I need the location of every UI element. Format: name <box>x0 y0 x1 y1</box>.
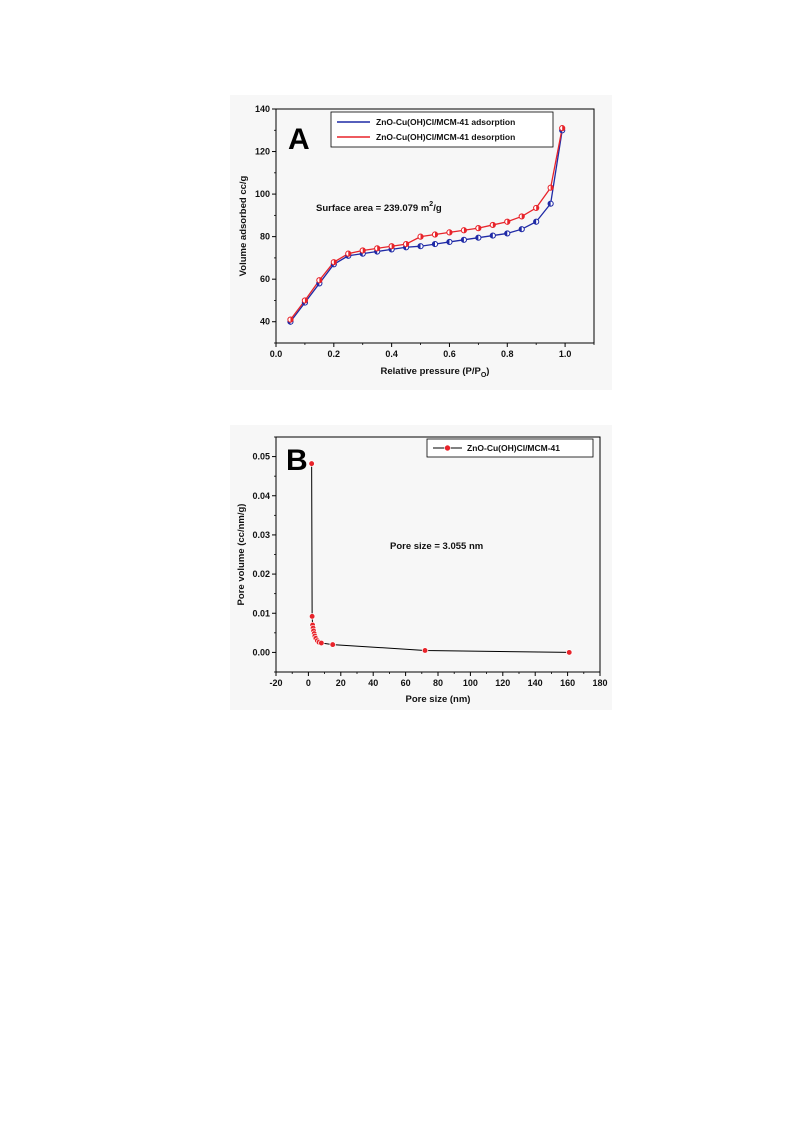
data-point <box>504 218 511 225</box>
data-point <box>345 250 352 257</box>
x-tick-label: 120 <box>495 678 510 688</box>
data-point <box>308 460 315 467</box>
data-point <box>308 613 316 620</box>
x-tick-label: 60 <box>401 678 411 688</box>
data-point <box>359 247 366 254</box>
x-tick-label: 140 <box>528 678 543 688</box>
legend-b: ZnO-Cu(OH)Cl/MCM-41 <box>426 438 594 458</box>
series-line <box>311 463 570 653</box>
data-point <box>559 125 566 132</box>
data-point <box>460 227 468 234</box>
x-tick-label: 1.0 <box>559 349 572 359</box>
data-point <box>431 240 439 248</box>
y-tick-label: 0.01 <box>252 608 270 618</box>
plot-frame-b <box>275 436 601 673</box>
x-tick-label: 0.6 <box>443 349 456 359</box>
x-tick-label: 0.4 <box>385 349 398 359</box>
data-point <box>566 649 573 656</box>
x-axis-title: Relative pressure (P/PO) <box>381 366 490 379</box>
data-point <box>421 647 429 654</box>
annotation-pore-size: Pore size = 3.055 nm <box>390 541 483 552</box>
data-point <box>547 200 554 207</box>
chart-panel-b: -20 0 20 40 60 80 100 120 140 160 180 0.00 0.01 0.02 0… <box>230 425 612 710</box>
chart-panel-a: 0.0 0.2 0.4 0.6 0.8 1.0 40 60 80 100 120 140 A ZnO-… <box>230 95 612 390</box>
data-point <box>318 639 325 647</box>
y-tick-label: 0.04 <box>252 491 270 501</box>
x-tick-label: -20 <box>269 678 282 688</box>
y-tick-label: 40 <box>260 317 270 327</box>
x-tick-label: 160 <box>560 678 575 688</box>
data-point <box>533 218 540 225</box>
y-tick-label: 60 <box>260 274 270 284</box>
x-tick-label: 0 <box>306 678 311 688</box>
chart-b-svg: -20 0 20 40 60 80 100 120 140 160 180 0.00 0.01 0.02 0… <box>236 436 608 705</box>
x-tick-label: 0.2 <box>328 349 341 359</box>
x-tick-label: 0.0 <box>270 349 283 359</box>
data-point <box>402 240 410 248</box>
y-tick-label: 80 <box>260 232 270 242</box>
data-point <box>446 229 453 236</box>
y-tick-label: 140 <box>255 104 270 114</box>
data-point <box>329 641 336 648</box>
data-point <box>475 225 482 232</box>
data-point <box>431 231 439 238</box>
y-tick-label: 0.00 <box>252 647 270 657</box>
y-tick-label: 0.05 <box>252 452 270 462</box>
data-point <box>316 277 323 284</box>
data-point <box>417 243 424 250</box>
x-tick-label: 180 <box>592 678 607 688</box>
x-tick-label: 80 <box>433 678 443 688</box>
x-tick-label: 0.8 <box>501 349 514 359</box>
x-tick-label: 40 <box>368 678 378 688</box>
data-point <box>374 245 381 252</box>
y-tick-label: 100 <box>255 189 270 199</box>
legend-entry: ZnO-Cu(OH)Cl/MCM-41 <box>467 443 560 453</box>
panel-label-a: A <box>288 123 310 156</box>
data-point <box>417 233 424 240</box>
y-axis-title: Pore volume (cc/nm/g) <box>236 504 247 606</box>
data-point <box>475 234 482 241</box>
data-point <box>446 238 453 246</box>
legend-a: ZnO-Cu(OH)Cl/MCM-41 adsorption ZnO-Cu(OH… <box>330 111 554 148</box>
panel-label-b: B <box>286 444 308 477</box>
data-point <box>504 230 511 237</box>
chart-a-svg: 0.0 0.2 0.4 0.6 0.8 1.0 40 60 80 100 120 140 A ZnO-… <box>238 104 595 379</box>
data-point <box>489 232 496 239</box>
data-point <box>533 204 540 212</box>
series-line-adsorption <box>289 130 563 323</box>
data-point <box>518 213 525 220</box>
plot-frame-a <box>275 108 595 344</box>
y-tick-label: 0.02 <box>252 569 270 579</box>
annotation-surface-area: Surface area = 239.079 m2/g <box>316 201 442 214</box>
y-tick-label: 0.03 <box>252 530 270 540</box>
data-point <box>330 259 337 266</box>
data-point <box>301 297 309 304</box>
y-axis-title: Volume adsorbed cc/g <box>238 175 249 276</box>
data-point <box>518 226 525 233</box>
data-point <box>547 184 554 191</box>
y-tick-label: 120 <box>255 147 270 157</box>
data-point <box>388 243 395 250</box>
legend-entry: ZnO-Cu(OH)Cl/MCM-41 desorption <box>376 132 515 142</box>
series-line-desorption <box>289 128 563 320</box>
x-axis-title: Pore size (nm) <box>406 694 471 705</box>
data-point <box>489 221 496 229</box>
x-tick-label: 100 <box>463 678 478 688</box>
data-point <box>460 236 468 243</box>
data-point <box>287 316 294 323</box>
legend-entry: ZnO-Cu(OH)Cl/MCM-41 adsorption <box>376 117 515 127</box>
legend-marker <box>444 444 451 452</box>
x-tick-label: 20 <box>336 678 346 688</box>
